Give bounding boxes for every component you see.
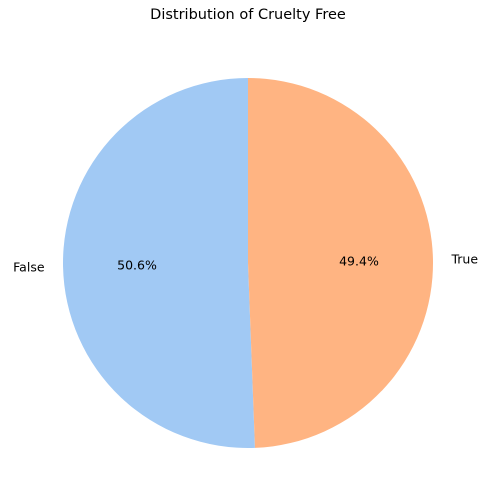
slice-percent-true: 49.4% [339,253,379,268]
slice-percent-false: 50.6% [117,258,157,273]
chart-title: Distribution of Cruelty Free [150,7,346,23]
slice-label-false: False [13,259,45,274]
pie-labels: False 50.6% True 49.4% [13,252,478,275]
pie-slice-true [248,78,434,448]
pie-slice-false [63,78,255,448]
slice-label-true: True [450,252,478,267]
pie-slices [63,78,434,448]
